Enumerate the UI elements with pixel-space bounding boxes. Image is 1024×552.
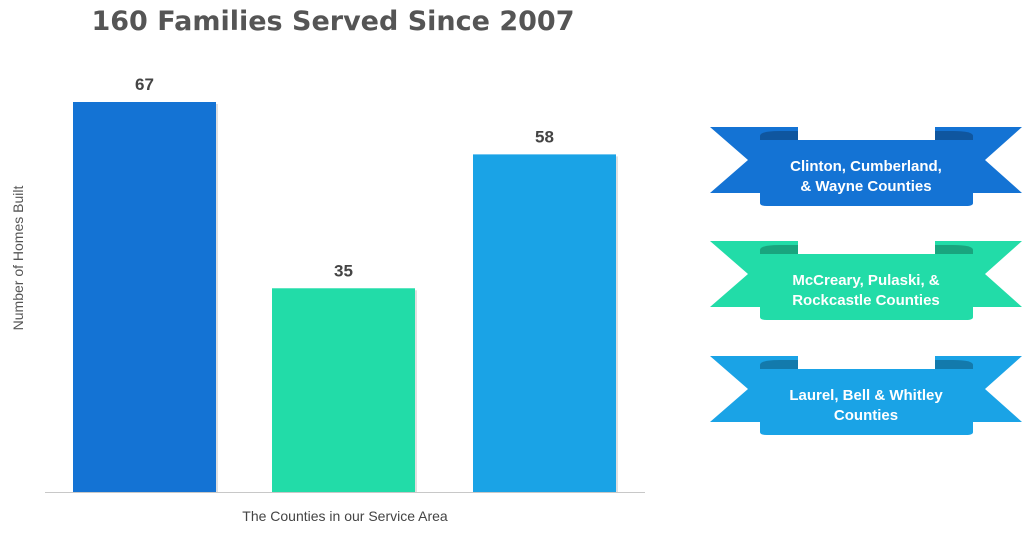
legend-label: Counties — [834, 407, 898, 424]
ribbon-fold-left — [760, 245, 798, 254]
legend-ribbon-3: Laurel, Bell & Whitley Counties — [710, 356, 1022, 435]
ribbon-fold-right — [935, 360, 973, 369]
bar-1 — [73, 102, 216, 492]
x-axis-label: The Counties in our Service Area — [242, 508, 448, 524]
ribbon-band — [760, 254, 973, 320]
ribbon-fold-right — [935, 245, 973, 254]
chart-title: 160 Families Served Since 2007 — [91, 6, 575, 37]
legend-label: & Wayne Counties — [800, 178, 931, 195]
data-label: 58 — [535, 127, 554, 146]
legend-label: Laurel, Bell & Whitley — [789, 387, 943, 404]
data-label: 67 — [135, 75, 154, 94]
legend-label: McCreary, Pulaski, & — [792, 272, 939, 289]
ribbon-fold-left — [760, 360, 798, 369]
legend-ribbon-2: McCreary, Pulaski, & Rockcastle Counties — [710, 241, 1022, 320]
legend-ribbon-1: Clinton, Cumberland, & Wayne Counties — [710, 127, 1022, 206]
ribbon-band — [760, 369, 973, 435]
bar-3 — [473, 154, 616, 492]
data-label: 35 — [334, 261, 353, 280]
bar-2 — [272, 288, 415, 492]
legend-label: Clinton, Cumberland, — [790, 158, 942, 175]
legend-label: Rockcastle Counties — [792, 292, 940, 309]
ribbon-band — [760, 140, 973, 206]
ribbon-fold-right — [935, 131, 973, 140]
ribbon-fold-left — [760, 131, 798, 140]
